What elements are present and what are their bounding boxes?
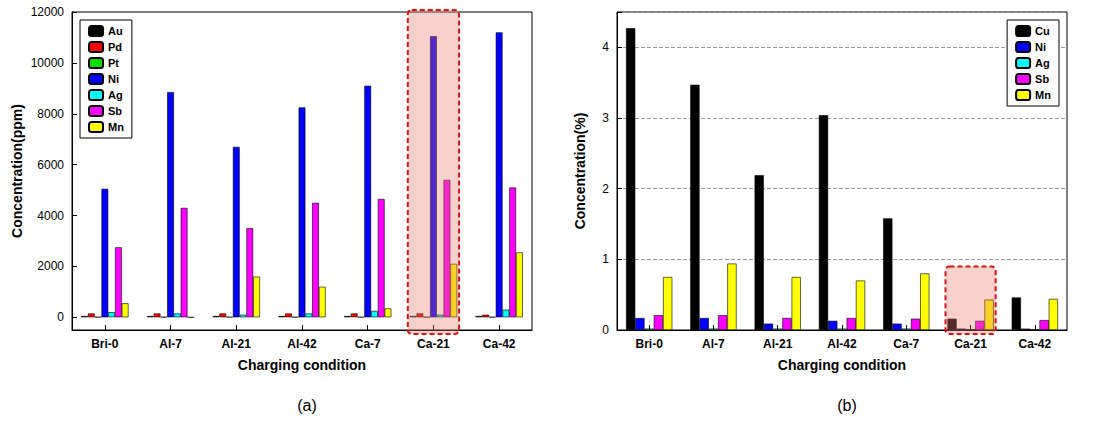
svg-text:Ag: Ag — [108, 89, 123, 101]
svg-text:(b): (b) — [837, 397, 857, 414]
svg-text:Ca-21: Ca-21 — [954, 337, 987, 351]
svg-text:Au: Au — [108, 25, 123, 37]
svg-text:Ca-7: Ca-7 — [893, 337, 919, 351]
svg-text:4000: 4000 — [37, 209, 64, 223]
svg-text:Sb: Sb — [1035, 73, 1049, 85]
svg-text:Pd: Pd — [108, 41, 122, 53]
svg-text:Ca-42: Ca-42 — [483, 337, 516, 351]
svg-text:6000: 6000 — [37, 158, 64, 172]
svg-text:Ca-7: Ca-7 — [355, 337, 381, 351]
svg-text:3: 3 — [602, 111, 609, 125]
svg-text:Concentration(ppm): Concentration(ppm) — [9, 104, 25, 238]
svg-text:1: 1 — [602, 252, 609, 266]
svg-text:Al-42: Al-42 — [287, 337, 317, 351]
svg-text:Ag: Ag — [1035, 57, 1050, 69]
svg-text:Ni: Ni — [1035, 41, 1046, 53]
svg-text:0: 0 — [602, 323, 609, 337]
svg-text:Al-42: Al-42 — [827, 337, 857, 351]
svg-text:0: 0 — [57, 310, 64, 324]
svg-text:Sb: Sb — [108, 105, 122, 117]
svg-text:(a): (a) — [297, 397, 317, 414]
svg-text:Pt: Pt — [108, 57, 119, 69]
svg-text:Ni: Ni — [108, 73, 119, 85]
svg-text:10000: 10000 — [31, 56, 65, 70]
svg-text:8000: 8000 — [37, 107, 64, 121]
svg-text:2000: 2000 — [37, 259, 64, 273]
svg-text:Cu: Cu — [1035, 25, 1050, 37]
svg-text:Al-7: Al-7 — [159, 337, 182, 351]
svg-text:Bri-0: Bri-0 — [635, 337, 663, 351]
svg-text:Charging condition: Charging condition — [778, 357, 906, 373]
svg-text:Charging condition: Charging condition — [238, 357, 366, 373]
svg-text:2: 2 — [602, 182, 609, 196]
svg-text:Ca-42: Ca-42 — [1019, 337, 1052, 351]
svg-text:Al-21: Al-21 — [763, 337, 793, 351]
svg-text:Al-21: Al-21 — [222, 337, 252, 351]
svg-text:Ca-21: Ca-21 — [417, 337, 450, 351]
svg-text:Al-7: Al-7 — [702, 337, 725, 351]
svg-text:Bri-0: Bri-0 — [91, 337, 119, 351]
svg-text:Mn: Mn — [1035, 89, 1051, 101]
svg-text:4: 4 — [602, 40, 609, 54]
svg-text:Mn: Mn — [108, 121, 124, 133]
svg-text:Concentration(%): Concentration(%) — [572, 113, 588, 230]
svg-text:12000: 12000 — [31, 5, 65, 19]
